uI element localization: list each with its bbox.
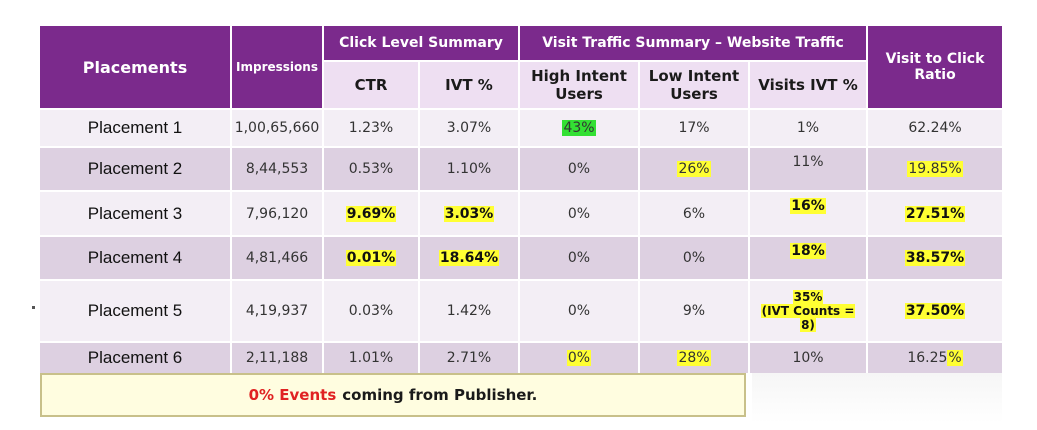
visits-ivt-cell: 35% (IVT Counts = 8) bbox=[747, 279, 869, 343]
visits-ivt-line1: 35% bbox=[792, 290, 824, 304]
visits-ivt-cell: 1% bbox=[747, 108, 869, 148]
visits-ivt-cell: 16% bbox=[747, 190, 869, 237]
visits-ivt-cell: 10% bbox=[747, 341, 869, 375]
header-visits-ivt: Visits IVT % bbox=[747, 60, 869, 110]
table-row: Placement 1 1,00,65,660 1.23% 3.07% 43% … bbox=[38, 108, 1005, 148]
low-intent-value: 28% bbox=[677, 350, 711, 366]
header-high-intent-line1: High Intent bbox=[531, 67, 627, 85]
ivt-cell: 3.03% bbox=[418, 190, 520, 237]
ratio-value: 19.85% bbox=[907, 161, 963, 177]
table-row: Placement 5 4,19,937 0.03% 1.42% 0% 9% 3… bbox=[38, 279, 1005, 343]
header-placements: Placements bbox=[38, 24, 232, 110]
ivt-value: 18.64% bbox=[438, 250, 500, 266]
ratio-value: 38.57% bbox=[904, 250, 966, 266]
header-visit-traffic-summary: Visit Traffic Summary – Website Traffic bbox=[517, 24, 869, 62]
table-row: Placement 6 2,11,188 1.01% 2.71% 0% 28% … bbox=[38, 341, 1005, 375]
table-row: Placement 3 7,96,120 9.69% 3.03% 0% 6% 1… bbox=[38, 190, 1005, 237]
ratio-cell: 38.57% bbox=[866, 235, 1005, 281]
ratio-cell: 37.50% bbox=[866, 279, 1005, 343]
header-ivt: IVT % bbox=[418, 60, 520, 110]
low-intent-value: 26% bbox=[677, 161, 711, 177]
impressions-cell: 8,44,553 bbox=[230, 146, 324, 192]
summary-table-wrapper: Placements Impressions Click Level Summa… bbox=[38, 24, 1005, 375]
low-intent-cell: 28% bbox=[638, 341, 750, 375]
low-intent-cell: 17% bbox=[638, 108, 750, 148]
header-high-intent-line2: Users bbox=[555, 85, 603, 103]
ratio-value-part1: 16.25 bbox=[907, 350, 948, 366]
low-intent-cell: 0% bbox=[638, 235, 750, 281]
note-rest-text: coming from Publisher. bbox=[342, 386, 538, 404]
impressions-cell: 2,11,188 bbox=[230, 341, 324, 375]
impressions-cell: 1,00,65,660 bbox=[230, 108, 324, 148]
impressions-cell: 7,96,120 bbox=[230, 190, 324, 237]
ratio-value-part2: % bbox=[947, 350, 963, 366]
high-intent-cell: 0% bbox=[518, 235, 640, 281]
ctr-cell: 0.01% bbox=[322, 235, 420, 281]
header-visit-to-click-ratio: Visit to Click Ratio bbox=[866, 24, 1005, 110]
ratio-cell: 19.85% bbox=[866, 146, 1005, 192]
high-intent-cell: 0% bbox=[518, 279, 640, 343]
ivt-cell: 1.42% bbox=[418, 279, 520, 343]
visits-ivt-cell: 18% bbox=[747, 235, 869, 281]
header-row-2: CTR IVT % High Intent Users Low Intent Use… bbox=[39, 60, 1003, 110]
ratio-cell: 62.24% bbox=[866, 108, 1005, 148]
table-row: Placement 4 4,81,466 0.01% 18.64% 0% 0% … bbox=[38, 235, 1005, 281]
ivt-cell: 1.10% bbox=[418, 146, 520, 192]
visits-ivt-value: 18% bbox=[790, 243, 826, 259]
high-intent-cell: 43% bbox=[518, 108, 640, 148]
high-intent-value: 43% bbox=[562, 120, 596, 136]
ratio-cell: 27.51% bbox=[866, 190, 1005, 237]
placement-name: Placement 2 bbox=[38, 146, 232, 192]
impressions-cell: 4,19,937 bbox=[230, 279, 324, 343]
ratio-cell: 16.25% bbox=[866, 341, 1005, 375]
placement-name: Placement 5 bbox=[38, 279, 232, 343]
header-high-intent-users: High Intent Users bbox=[518, 60, 640, 110]
faded-background-area bbox=[752, 373, 1002, 423]
high-intent-cell: 0% bbox=[518, 190, 640, 237]
ratio-value: 27.51% bbox=[904, 205, 966, 222]
high-intent-cell: 0% bbox=[518, 146, 640, 192]
header-visit-to-click-line1: Visit to Click bbox=[885, 51, 985, 67]
header-impressions: Impressions bbox=[230, 24, 324, 110]
high-intent-value: 0% bbox=[566, 350, 592, 366]
placement-name: Placement 4 bbox=[38, 235, 232, 281]
placement-summary-table: Placements Impressions Click Level Summa… bbox=[38, 24, 1005, 375]
ctr-cell: 1.01% bbox=[322, 341, 420, 375]
ctr-value: 0.01% bbox=[345, 250, 397, 266]
visits-ivt-cell: 11% bbox=[747, 146, 869, 192]
header-ctr: CTR bbox=[322, 60, 420, 110]
header-low-intent-line1: Low Intent bbox=[648, 67, 740, 85]
placement-name: Placement 3 bbox=[38, 190, 232, 237]
ctr-cell: 0.53% bbox=[322, 146, 420, 192]
ivt-cell: 3.07% bbox=[418, 108, 520, 148]
visits-ivt-multiline: 35% (IVT Counts = 8) bbox=[750, 290, 866, 332]
table-row: Placement 2 8,44,553 0.53% 1.10% 0% 26% … bbox=[38, 146, 1005, 192]
high-intent-cell: 0% bbox=[518, 341, 640, 375]
header-click-level-summary: Click Level Summary bbox=[322, 24, 520, 62]
low-intent-cell: 26% bbox=[638, 146, 750, 192]
ratio-value: 37.50% bbox=[904, 303, 966, 319]
ivt-cell: 2.71% bbox=[418, 341, 520, 375]
ivt-value: 3.03% bbox=[443, 205, 495, 222]
header-low-intent-users: Low Intent Users bbox=[638, 60, 750, 110]
visits-ivt-line2: (IVT Counts = bbox=[760, 304, 856, 318]
publisher-note-box: 0% Events coming from Publisher. bbox=[40, 373, 746, 417]
header-row-1: Placements Impressions Click Level Summa… bbox=[38, 24, 1005, 110]
placement-name: Placement 6 bbox=[38, 341, 232, 375]
visits-ivt-line3: 8) bbox=[800, 318, 816, 332]
low-intent-cell: 6% bbox=[638, 190, 750, 237]
impressions-cell: 4,81,466 bbox=[230, 235, 324, 281]
header-visit-to-click-line2: Ratio bbox=[914, 67, 956, 83]
ivt-cell: 18.64% bbox=[418, 235, 520, 281]
placement-name: Placement 1 bbox=[38, 108, 232, 148]
note-highlight-text: 0% Events bbox=[248, 386, 337, 404]
low-intent-cell: 9% bbox=[638, 279, 750, 343]
ctr-cell: 9.69% bbox=[322, 190, 420, 237]
ctr-cell: 1.23% bbox=[322, 108, 420, 148]
ctr-value: 9.69% bbox=[345, 205, 397, 222]
header-low-intent-line2: Users bbox=[670, 85, 718, 103]
ctr-cell: 0.03% bbox=[322, 279, 420, 343]
visits-ivt-value: 16% bbox=[790, 198, 826, 214]
row-bullet-marker bbox=[32, 306, 35, 309]
